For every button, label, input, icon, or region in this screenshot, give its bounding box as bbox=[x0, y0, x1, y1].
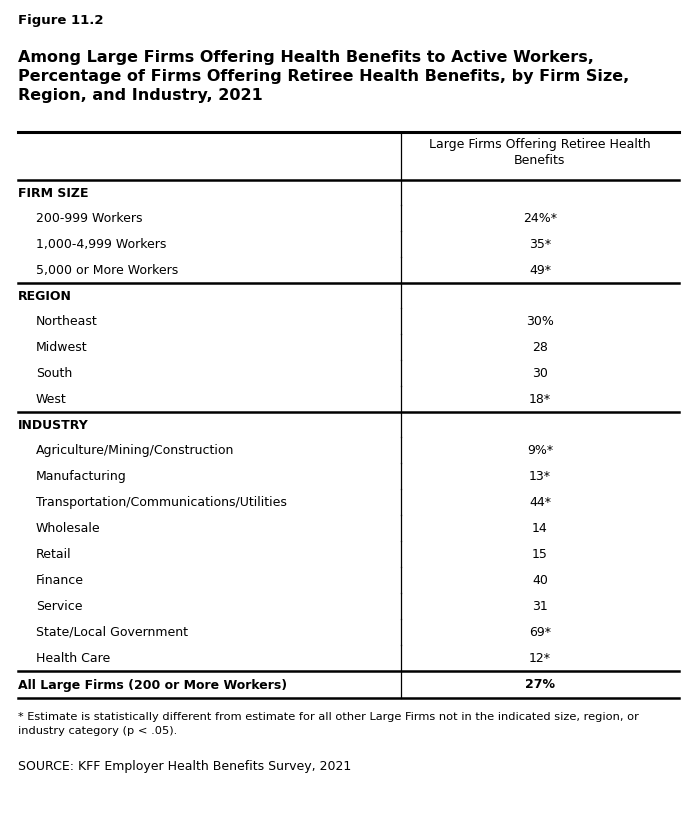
Text: 35*: 35* bbox=[529, 237, 551, 250]
Text: * Estimate is statistically different from estimate for all other Large Firms no: * Estimate is statistically different fr… bbox=[18, 712, 639, 736]
Text: Manufacturing: Manufacturing bbox=[36, 470, 127, 483]
Text: 27%: 27% bbox=[525, 678, 555, 691]
Text: INDUSTRY: INDUSTRY bbox=[18, 419, 89, 432]
Text: 12*: 12* bbox=[529, 652, 551, 664]
Text: Service: Service bbox=[36, 600, 82, 612]
Text: Among Large Firms Offering Health Benefits to Active Workers,
Percentage of Firm: Among Large Firms Offering Health Benefi… bbox=[18, 50, 629, 103]
Text: Figure 11.2: Figure 11.2 bbox=[18, 14, 103, 27]
Text: 1,000-4,999 Workers: 1,000-4,999 Workers bbox=[36, 237, 167, 250]
Text: Large Firms Offering Retiree Health
Benefits: Large Firms Offering Retiree Health Bene… bbox=[429, 138, 651, 167]
Text: Midwest: Midwest bbox=[36, 340, 88, 353]
Text: 18*: 18* bbox=[529, 392, 551, 405]
Text: FIRM SIZE: FIRM SIZE bbox=[18, 186, 89, 199]
Text: 40: 40 bbox=[532, 574, 548, 587]
Text: 200-999 Workers: 200-999 Workers bbox=[36, 212, 142, 224]
Text: 44*: 44* bbox=[529, 495, 551, 508]
Text: 24%*: 24%* bbox=[523, 212, 557, 224]
Text: State/Local Government: State/Local Government bbox=[36, 625, 188, 639]
Text: 31: 31 bbox=[532, 600, 548, 612]
Text: Health Care: Health Care bbox=[36, 652, 110, 664]
Text: 9%*: 9%* bbox=[527, 443, 553, 456]
Text: 15: 15 bbox=[532, 547, 548, 560]
Text: Finance: Finance bbox=[36, 574, 84, 587]
Text: South: South bbox=[36, 367, 72, 380]
Text: 28: 28 bbox=[532, 340, 548, 353]
Text: 30%: 30% bbox=[526, 315, 554, 327]
Text: West: West bbox=[36, 392, 67, 405]
Text: 69*: 69* bbox=[529, 625, 551, 639]
Text: 49*: 49* bbox=[529, 264, 551, 277]
Text: 13*: 13* bbox=[529, 470, 551, 483]
Text: All Large Firms (200 or More Workers): All Large Firms (200 or More Workers) bbox=[18, 678, 287, 691]
Text: Northeast: Northeast bbox=[36, 315, 98, 327]
Text: 30: 30 bbox=[532, 367, 548, 380]
Text: 5,000 or More Workers: 5,000 or More Workers bbox=[36, 264, 178, 277]
Text: Retail: Retail bbox=[36, 547, 72, 560]
Text: SOURCE: KFF Employer Health Benefits Survey, 2021: SOURCE: KFF Employer Health Benefits Sur… bbox=[18, 760, 351, 773]
Text: Transportation/Communications/Utilities: Transportation/Communications/Utilities bbox=[36, 495, 287, 508]
Text: Wholesale: Wholesale bbox=[36, 522, 100, 535]
Text: REGION: REGION bbox=[18, 289, 72, 302]
Text: Agriculture/Mining/Construction: Agriculture/Mining/Construction bbox=[36, 443, 234, 456]
Text: 14: 14 bbox=[532, 522, 548, 535]
